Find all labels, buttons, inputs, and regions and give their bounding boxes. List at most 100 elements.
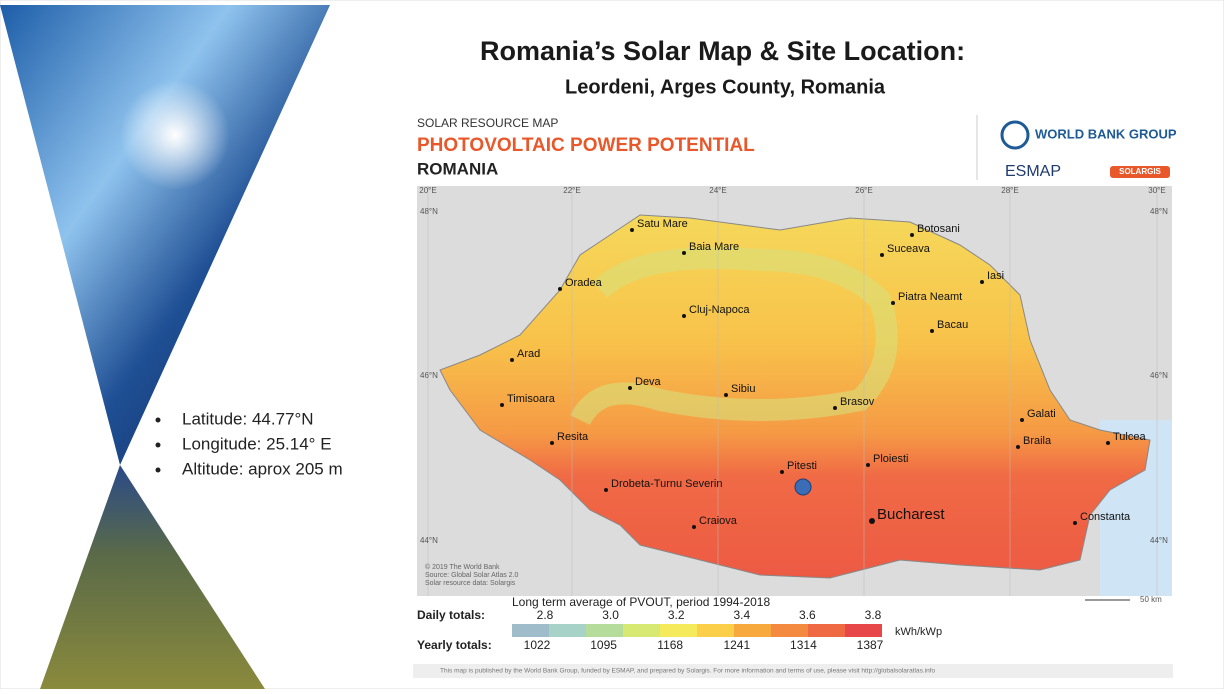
yearly-value: 1168 bbox=[657, 638, 683, 652]
city-label: Bucharest bbox=[877, 506, 945, 523]
city-dot bbox=[550, 441, 554, 445]
lon-label: 22°E bbox=[563, 186, 580, 195]
yearly-value: 1387 bbox=[857, 638, 884, 652]
legend-swatch bbox=[697, 624, 734, 637]
city-label: Baia Mare bbox=[689, 241, 739, 253]
city-dot bbox=[780, 470, 784, 474]
city-label: Iasi bbox=[987, 270, 1004, 282]
footer-bar bbox=[413, 664, 1173, 678]
lon-label: 26°E bbox=[855, 186, 872, 195]
lon-label: 20°E bbox=[419, 186, 436, 195]
city-dot bbox=[880, 253, 884, 257]
yearly-value: 1314 bbox=[790, 638, 817, 652]
lat-label: 46°N bbox=[420, 371, 438, 380]
city-label: Ploiesti bbox=[873, 453, 908, 465]
city-dot bbox=[1106, 441, 1110, 445]
lon-label: 28°E bbox=[1001, 186, 1018, 195]
city-dot bbox=[930, 329, 934, 333]
city-label: Oradea bbox=[565, 277, 603, 289]
city-dot bbox=[910, 233, 914, 237]
wb-logo bbox=[1000, 120, 1030, 150]
graticule: 20°E 22°E 24°E 26°E 28°E 30°E 48°N 48°N 46°N 46°N… bbox=[419, 186, 1168, 596]
footer: This map is published by the World Bank … bbox=[440, 668, 935, 675]
bullet: Longitude: 25.14° E bbox=[182, 434, 332, 453]
title: Romania’s Solar Map & Site Location: bbox=[480, 36, 965, 66]
map-country: ROMANIA bbox=[417, 159, 498, 178]
bullet-dot bbox=[155, 442, 161, 448]
solar-image-bottom bbox=[40, 465, 265, 689]
romania bbox=[439, 214, 1151, 579]
daily-value: 3.6 bbox=[799, 608, 816, 622]
logo-wb: WORLD BANK GROUP bbox=[1035, 126, 1177, 141]
bullet: Latitude: 44.77°N bbox=[182, 409, 314, 428]
city-label: Brasov bbox=[840, 396, 875, 408]
logo-solargis: SOLARGIS bbox=[1119, 167, 1161, 176]
city-dot bbox=[692, 525, 696, 529]
city-dot bbox=[724, 393, 728, 397]
lat-label: 48°N bbox=[1150, 207, 1168, 216]
lat-label: 48°N bbox=[420, 207, 438, 216]
daily-value: 2.8 bbox=[537, 608, 554, 622]
city-dot bbox=[866, 463, 870, 467]
city-dot bbox=[604, 488, 608, 492]
city-label: Sibiu bbox=[731, 383, 755, 395]
map-heading: PHOTOVOLTAIC POWER POTENTIAL bbox=[417, 135, 755, 156]
yearly-value: 1241 bbox=[723, 638, 750, 652]
legend-swatch bbox=[808, 624, 845, 637]
city-label: Cluj-Napoca bbox=[689, 304, 750, 316]
logo-esmap: ESMAP bbox=[1005, 163, 1061, 180]
city-label: Botosani bbox=[917, 223, 960, 235]
site-marker bbox=[794, 478, 812, 496]
legend-swatch bbox=[771, 624, 808, 637]
city-label: Suceava bbox=[887, 243, 931, 255]
legend-swatch bbox=[623, 624, 660, 637]
city-dot bbox=[682, 251, 686, 255]
legend-swatch bbox=[734, 624, 771, 637]
city-dot bbox=[869, 518, 875, 524]
legend-swatch bbox=[660, 624, 697, 637]
city-dot bbox=[558, 287, 562, 291]
subtitle: Leordeni, Arges County, Romania bbox=[565, 76, 886, 98]
yearly-label: Yearly totals: bbox=[417, 638, 492, 652]
city-dot bbox=[891, 301, 895, 305]
solar-image-top bbox=[0, 5, 330, 465]
bullet-dot bbox=[155, 417, 161, 423]
city-label: Deva bbox=[635, 376, 662, 388]
bullet-dot bbox=[155, 467, 161, 473]
lat-label: 44°N bbox=[1150, 536, 1168, 545]
legend: 2.8 3.0 3.2 3.4 3.6 3.8 1022 1095 1168 1241 1314 13… bbox=[512, 608, 884, 652]
city-dot bbox=[980, 280, 984, 284]
city-label: Piatra Neamt bbox=[898, 291, 962, 303]
bullet: Altitude: aprox 205 m bbox=[182, 459, 343, 478]
legend-swatch bbox=[845, 624, 882, 637]
carpathians bbox=[570, 247, 898, 426]
city-label: Drobeta-Turnu Severin bbox=[611, 478, 722, 490]
city-dot bbox=[628, 386, 632, 390]
sun bbox=[120, 80, 230, 190]
city-dot bbox=[682, 314, 686, 318]
lat-label: 44°N bbox=[420, 536, 438, 545]
solargis-badge bbox=[1110, 166, 1170, 178]
credit: Source: Global Solar Atlas 2.0 bbox=[425, 572, 518, 579]
map-kicker: SOLAR RESOURCE MAP bbox=[417, 116, 558, 130]
city-label: Braila bbox=[1023, 435, 1052, 447]
yearly-value: 1095 bbox=[590, 638, 617, 652]
city-label: Satu Mare bbox=[637, 218, 688, 230]
daily-value: 3.0 bbox=[602, 608, 619, 622]
city-label: Bacau bbox=[937, 319, 968, 331]
legend-swatch bbox=[549, 624, 586, 637]
city-label: Galati bbox=[1027, 408, 1056, 420]
bullets: Latitude: 44.77°N Longitude: 25.14° E Alti… bbox=[155, 409, 343, 478]
scale-label: 50 km bbox=[1140, 595, 1162, 604]
city-label: Constanta bbox=[1080, 511, 1131, 523]
legend-swatch bbox=[586, 624, 623, 637]
daily-value: 3.2 bbox=[668, 608, 685, 622]
credit: Solar resource data: Solargis bbox=[425, 580, 516, 587]
city-dot bbox=[510, 358, 514, 362]
city-label: Craiova bbox=[699, 515, 738, 527]
daily-value: 3.4 bbox=[733, 608, 750, 622]
